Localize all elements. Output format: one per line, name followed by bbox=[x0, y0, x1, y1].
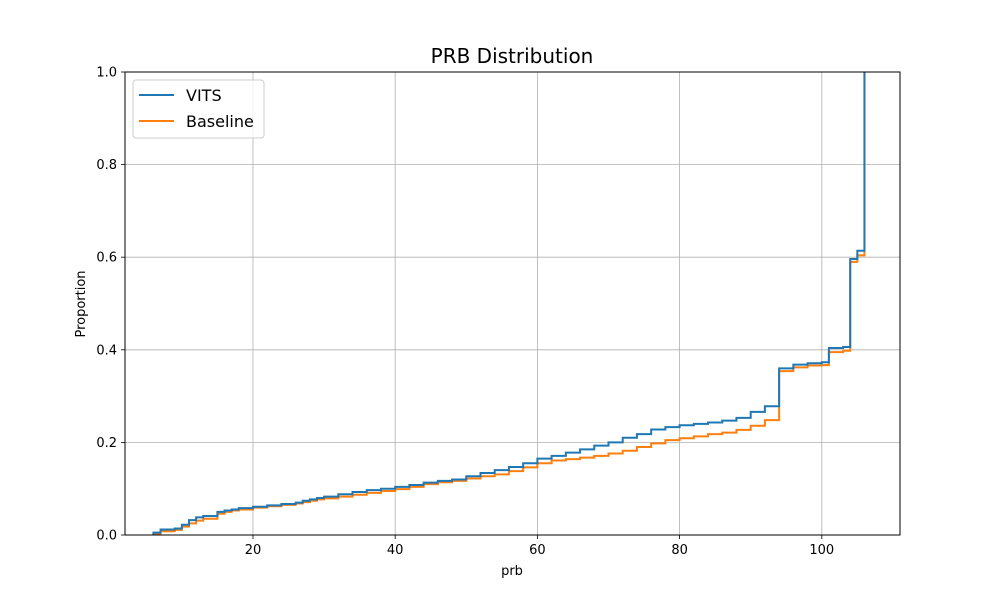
x-tick-label: 80 bbox=[671, 543, 688, 558]
legend: VITS Baseline bbox=[132, 79, 265, 139]
plot-frame bbox=[124, 71, 901, 536]
x-tick-label: 40 bbox=[387, 543, 404, 558]
y-tick-label: 0.8 bbox=[96, 158, 117, 173]
chart-title: PRB Distribution bbox=[431, 44, 594, 68]
x-tick-label: 100 bbox=[809, 543, 834, 558]
y-tick-label: 0.6 bbox=[96, 251, 117, 266]
series-layer bbox=[152, 72, 866, 536]
x-tick-label: 60 bbox=[529, 543, 546, 558]
y-tick-label: 0.2 bbox=[96, 436, 117, 451]
y-tick-label: 0.4 bbox=[96, 343, 117, 358]
x-tick-label: 20 bbox=[245, 543, 262, 558]
legend-label-vits: VITS bbox=[186, 86, 222, 105]
legend-label-baseline: Baseline bbox=[186, 112, 254, 131]
y-axis-label: Proportion bbox=[74, 270, 89, 337]
y-tick-label: 1.0 bbox=[96, 66, 117, 81]
series-line-vits bbox=[152, 72, 866, 535]
ticks: 20 40 60 80 100 0.0 0.2 0.4 0.6 0.8 1.0 bbox=[96, 66, 834, 559]
x-axis-label: prb bbox=[501, 564, 523, 579]
y-tick-label: 0.0 bbox=[96, 529, 117, 544]
